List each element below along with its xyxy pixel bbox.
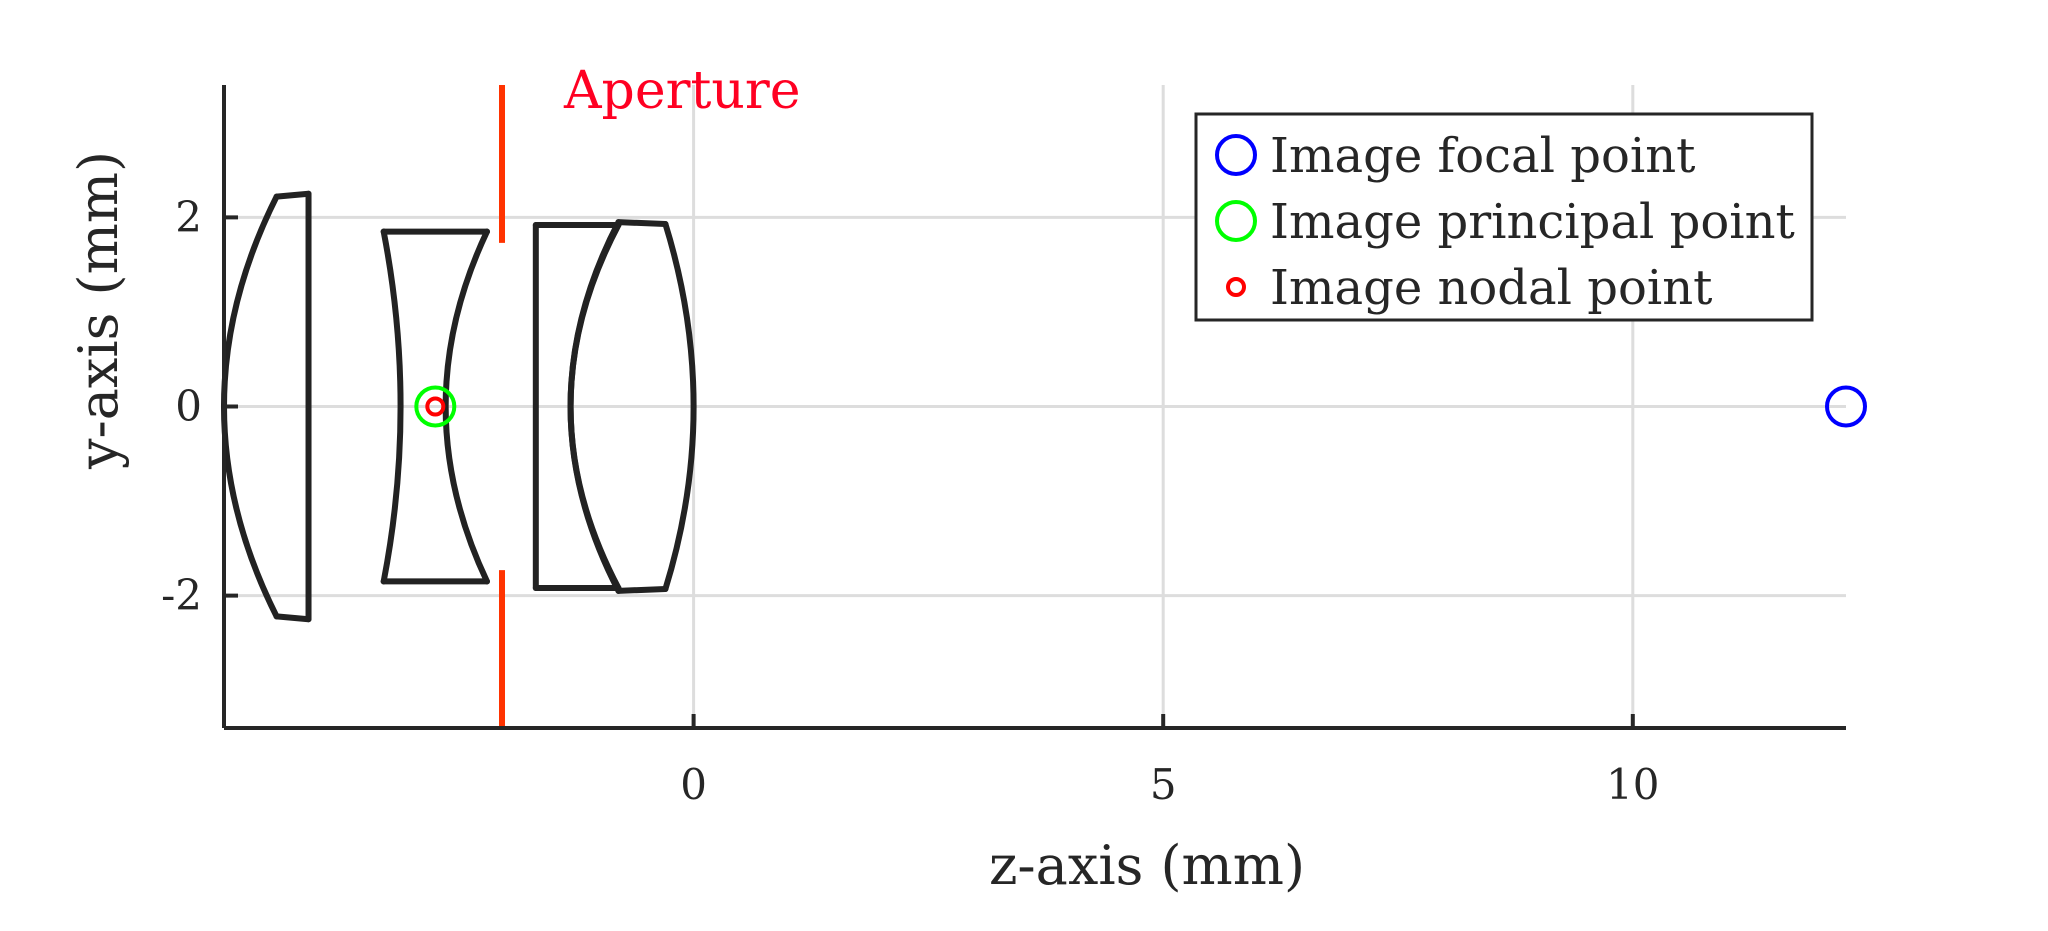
lens-4-bottom-edge xyxy=(615,585,669,594)
lens-4-front-surface xyxy=(567,219,622,594)
x-tick-label-1: 5 xyxy=(1150,760,1177,809)
aperture-label: Aperture xyxy=(563,61,801,121)
legend-symbol-image-focal-point xyxy=(1215,134,1257,176)
lens-elements xyxy=(221,190,697,623)
legend-symbol-image-principal-point xyxy=(1215,200,1257,242)
legend-label-image-focal-point: Image focal point xyxy=(1270,128,1695,184)
legend-entries: Image focal point Image principal point Im… xyxy=(1215,128,1795,316)
lens-2-back-surface xyxy=(442,228,490,585)
axes: 0 5 10 -2 0 2 xyxy=(161,85,1846,809)
legend-label-image-principal-point: Image principal point xyxy=(1270,194,1795,250)
lens-1-bottom-edge xyxy=(273,613,312,623)
x-tick-label-2: 10 xyxy=(1606,760,1659,809)
cardinal-point-markers xyxy=(414,385,1867,428)
lens-4-back-surface xyxy=(662,221,697,592)
image-principal-point-marker xyxy=(414,385,457,428)
image-focal-point-marker xyxy=(1825,385,1867,428)
lens-4-top-edge xyxy=(615,219,669,228)
lens-element-2 xyxy=(380,228,490,585)
x-axis-label: z-axis (mm) xyxy=(989,834,1305,897)
y-tick-label-2: 2 xyxy=(175,192,202,241)
legend-box xyxy=(1194,112,1814,322)
legend-label-image-nodal-point: Image nodal point xyxy=(1270,260,1712,316)
y-tick-label-0: -2 xyxy=(161,571,202,620)
lens-1-top-edge xyxy=(273,190,312,200)
lens-element-4 xyxy=(567,219,697,594)
y-tick-label-1: 0 xyxy=(175,382,202,431)
legend-symbol-image-nodal-point xyxy=(1226,277,1246,297)
legend: Image focal point Image principal point Im… xyxy=(1194,112,1814,322)
x-tick-label-0: 0 xyxy=(680,760,707,809)
image-nodal-point-marker xyxy=(425,396,446,417)
lens-2-front-surface xyxy=(380,228,404,585)
y-axis-label: y-axis (mm) xyxy=(67,151,130,470)
